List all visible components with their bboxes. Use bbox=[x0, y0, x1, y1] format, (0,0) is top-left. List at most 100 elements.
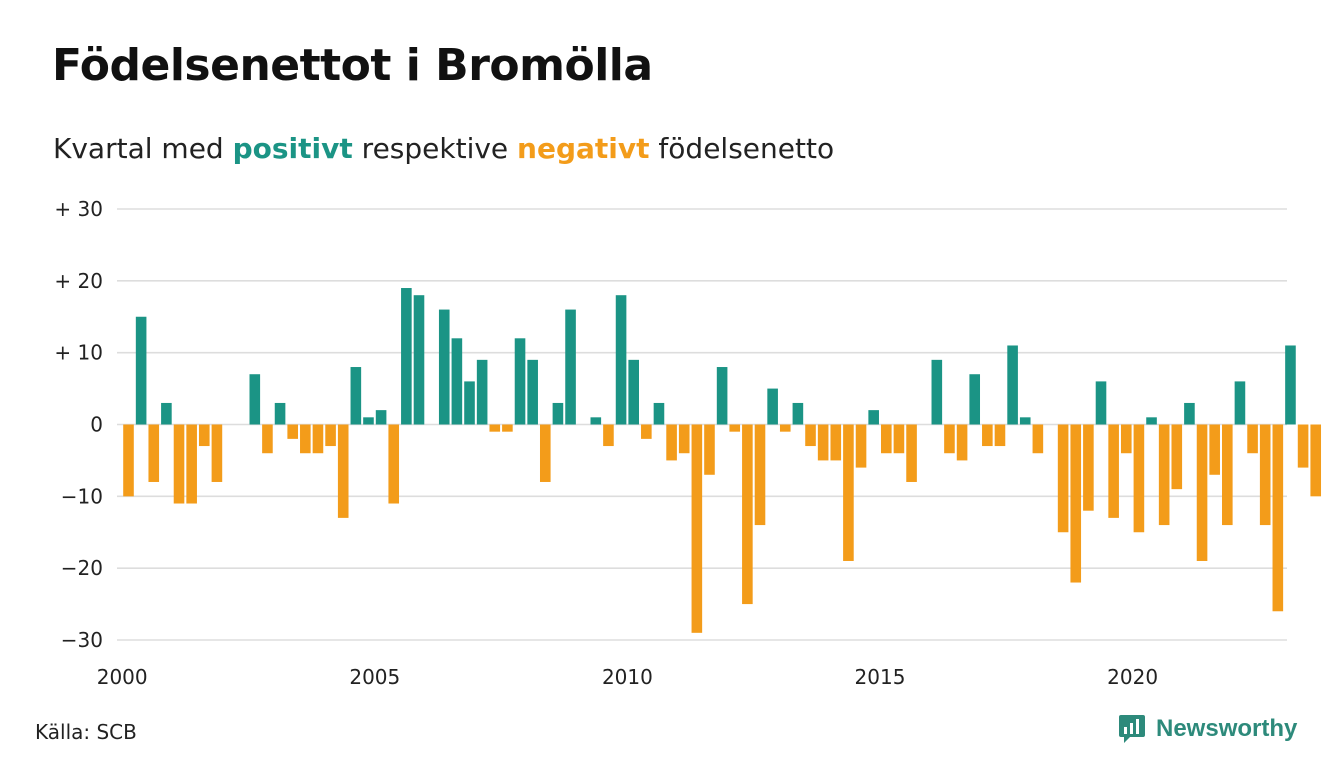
bar bbox=[476, 359, 488, 425]
bar bbox=[1019, 417, 1031, 425]
bar bbox=[363, 417, 374, 425]
bar bbox=[628, 359, 639, 425]
bar bbox=[1133, 424, 1145, 533]
bar bbox=[388, 424, 400, 504]
x-tick-label: 2000 bbox=[97, 665, 148, 689]
bar bbox=[1007, 345, 1018, 425]
bar bbox=[1196, 424, 1208, 561]
bar bbox=[438, 309, 450, 425]
bar bbox=[401, 288, 412, 425]
bar bbox=[1083, 424, 1094, 511]
y-tick-label: −30 bbox=[61, 628, 103, 652]
bar bbox=[868, 410, 879, 425]
x-tick-label: 2010 bbox=[602, 665, 653, 689]
bar bbox=[969, 374, 981, 425]
bar bbox=[274, 402, 286, 425]
bar bbox=[1297, 424, 1309, 468]
y-tick-label: −10 bbox=[61, 484, 103, 508]
bar bbox=[552, 402, 564, 425]
bar bbox=[855, 424, 867, 468]
bar bbox=[1272, 424, 1284, 612]
bar bbox=[464, 381, 475, 425]
bar bbox=[729, 424, 741, 432]
bar bbox=[489, 424, 501, 432]
bar bbox=[956, 424, 968, 461]
bar bbox=[906, 424, 917, 482]
bar bbox=[830, 424, 842, 461]
bar bbox=[994, 424, 1006, 447]
bar bbox=[1158, 424, 1170, 526]
y-tick-label: + 10 bbox=[54, 341, 103, 365]
bar bbox=[186, 424, 197, 504]
bar-chart: + 30+ 20+ 100−10−20−30 2000 2005 2010 2015 2… bbox=[54, 197, 1322, 689]
bar bbox=[779, 424, 791, 432]
bar bbox=[325, 424, 336, 447]
subtitle-negative-keyword: negativt bbox=[517, 132, 650, 165]
subtitle-suffix: födelsenetto bbox=[649, 132, 835, 165]
bar bbox=[198, 424, 210, 447]
y-tick-label: 0 bbox=[90, 413, 103, 437]
bar bbox=[1259, 424, 1271, 526]
bar bbox=[262, 424, 273, 454]
subtitle-prefix: Kvartal med bbox=[53, 132, 233, 165]
bar bbox=[603, 424, 614, 447]
bar bbox=[881, 424, 892, 454]
bar bbox=[1032, 424, 1044, 454]
bar bbox=[742, 424, 753, 605]
brand-logo: Newsworthy bbox=[1118, 714, 1297, 744]
bar bbox=[135, 316, 147, 425]
bar bbox=[527, 359, 538, 425]
bar bbox=[249, 374, 261, 425]
x-axis-ticks: 2000 2005 2010 2015 2020 bbox=[97, 665, 1158, 689]
bar bbox=[375, 410, 387, 425]
subtitle-positive-keyword: positivt bbox=[232, 132, 353, 165]
y-axis-ticks: + 30 + 20 + 10 0 −10 −20 −30 bbox=[54, 197, 103, 652]
bar bbox=[615, 295, 627, 425]
bar bbox=[678, 424, 690, 454]
bar bbox=[982, 424, 993, 447]
y-tick-label: −20 bbox=[61, 556, 103, 580]
bar bbox=[514, 338, 526, 425]
bar bbox=[123, 424, 134, 497]
bars bbox=[123, 288, 1322, 633]
bar bbox=[1108, 424, 1119, 518]
bar bbox=[704, 424, 715, 475]
bar bbox=[893, 424, 905, 454]
bar bbox=[211, 424, 223, 482]
bar bbox=[817, 424, 829, 461]
bar bbox=[944, 424, 955, 454]
bar bbox=[1247, 424, 1258, 454]
x-tick-label: 2005 bbox=[349, 665, 400, 689]
bar bbox=[1209, 424, 1220, 475]
brand-name: Newsworthy bbox=[1156, 715, 1298, 742]
bar bbox=[666, 424, 677, 461]
source-note: Källa: SCB bbox=[35, 720, 137, 744]
bar bbox=[1095, 381, 1107, 425]
x-tick-label: 2020 bbox=[1107, 665, 1158, 689]
y-tick-label: + 30 bbox=[54, 197, 103, 221]
bar bbox=[691, 424, 703, 633]
bar bbox=[337, 424, 349, 518]
subtitle-middle: respektive bbox=[352, 132, 518, 165]
bar bbox=[161, 402, 172, 425]
bar bbox=[590, 417, 602, 425]
bar bbox=[1310, 424, 1322, 497]
bar bbox=[413, 295, 425, 425]
newsworthy-icon bbox=[1119, 715, 1145, 743]
bar bbox=[1222, 424, 1233, 526]
bar bbox=[502, 424, 513, 432]
bar bbox=[1285, 345, 1296, 425]
bar bbox=[805, 424, 816, 447]
bar bbox=[767, 388, 778, 425]
chart-subtitle: Kvartal med positivt respektive negativt… bbox=[53, 132, 834, 165]
bar bbox=[931, 359, 943, 425]
bar bbox=[539, 424, 551, 482]
bar bbox=[1184, 402, 1195, 425]
chart-title: Födelsenettot i Bromölla bbox=[52, 40, 653, 91]
bar bbox=[287, 424, 298, 439]
bar bbox=[350, 367, 362, 425]
bar bbox=[1171, 424, 1183, 490]
bar bbox=[173, 424, 185, 504]
bar bbox=[451, 338, 463, 425]
y-tick-label: + 20 bbox=[54, 269, 103, 293]
